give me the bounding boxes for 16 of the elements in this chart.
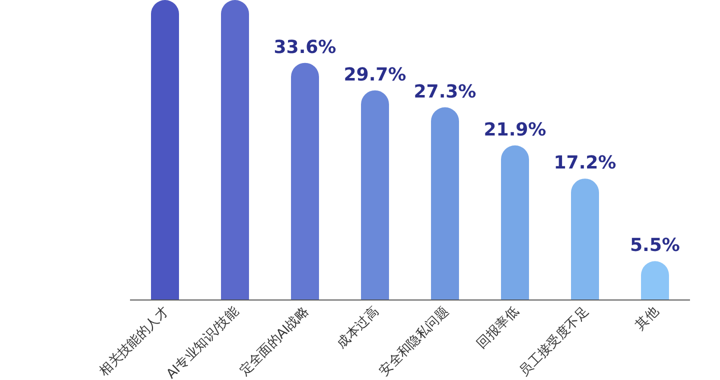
bar [571, 178, 599, 300]
bar [221, 0, 249, 300]
bar [151, 0, 179, 300]
bar [291, 62, 319, 300]
data-label: 33.6% [274, 36, 336, 58]
data-label: 5.5% [630, 235, 680, 256]
data-label: 29.7% [344, 64, 406, 86]
x-tick-label: 回报率低 [474, 304, 522, 352]
bar [431, 107, 459, 300]
x-tick-label: 其他 [632, 304, 662, 334]
data-label: 17.2% [554, 152, 616, 174]
data-label: 21.9% [484, 119, 546, 140]
bar [501, 145, 529, 300]
bar [361, 90, 389, 300]
data-label: 27.3% [414, 81, 476, 102]
x-tick-label: 成本过高 [334, 304, 382, 352]
